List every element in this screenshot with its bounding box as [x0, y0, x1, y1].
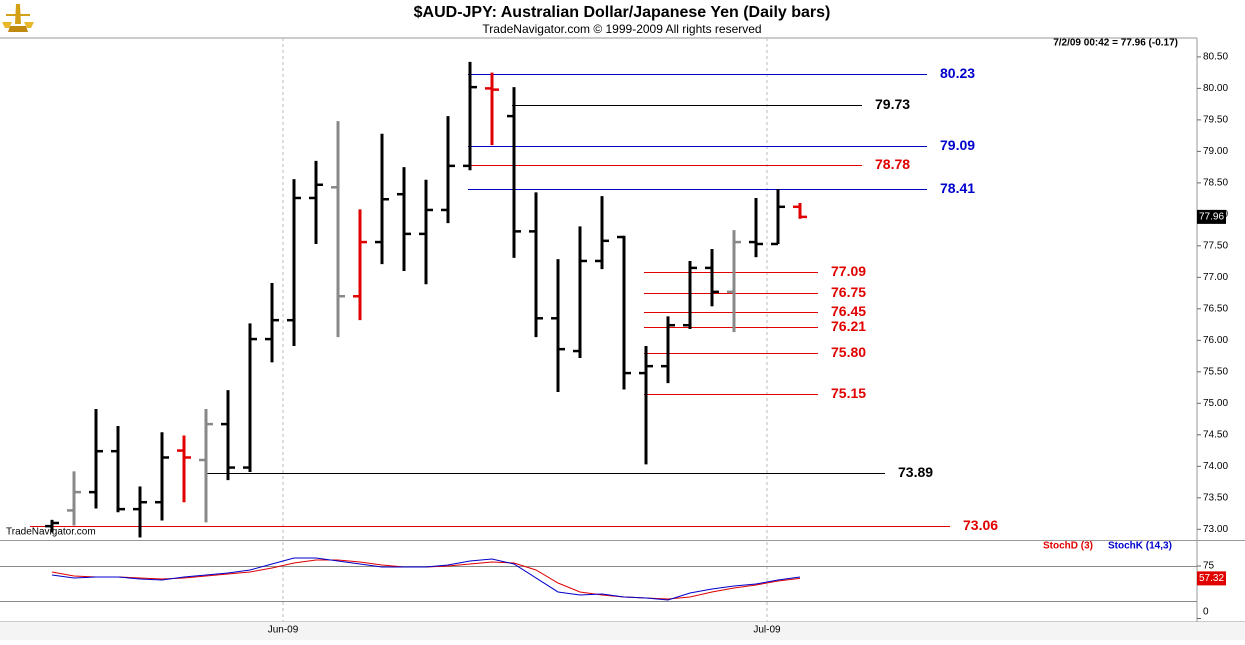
- level-label: 73.89: [898, 464, 933, 480]
- stoch-line: [51, 557, 801, 601]
- y-tick-label: 75.50: [1203, 366, 1228, 377]
- y-tick-label: 79.00: [1203, 146, 1228, 157]
- logo: [2, 4, 34, 32]
- y-tick-label: 80.50: [1203, 52, 1228, 63]
- y-tick-label: 77.50: [1203, 240, 1228, 251]
- y-tick-label: 75: [1203, 561, 1215, 572]
- level-label: 76.75: [831, 284, 866, 300]
- ohlc-bar: [463, 61, 477, 171]
- ohlc-bar: [507, 87, 521, 258]
- legend-entry: StochK (14,3): [1108, 541, 1172, 552]
- chart-subtitle: TradeNavigator.com © 1999-2009 All right…: [482, 22, 761, 36]
- y-tick-label: 73.50: [1203, 492, 1228, 503]
- ohlc-bar: [89, 408, 103, 509]
- last-price-label: 77.96: [1199, 212, 1224, 223]
- level-label: 79.09: [940, 137, 975, 153]
- y-tick-label: 76.50: [1203, 303, 1228, 314]
- x-tick-label: Jul-09: [753, 625, 781, 636]
- ohlc-bar: [749, 197, 763, 258]
- ohlc-bar: [397, 167, 411, 272]
- ohlc-bar: [573, 226, 587, 358]
- ohlc-bar: [265, 283, 279, 363]
- last-value-box: [1197, 571, 1226, 586]
- y-tick-label: 79.50: [1203, 115, 1228, 126]
- ohlc-bar: [111, 425, 125, 513]
- date-axis: [0, 622, 1245, 640]
- ohlc-bar: [485, 72, 499, 146]
- level-label: 80.23: [940, 65, 975, 81]
- level-label: 79.73: [875, 96, 910, 112]
- ohlc-bar: [661, 316, 675, 384]
- ohlc-bar: [419, 179, 433, 285]
- ohlc-bar: [353, 209, 367, 321]
- ohlc-bar: [375, 133, 389, 265]
- y-tick-label: 75.00: [1203, 398, 1228, 409]
- level-label: 78.78: [875, 156, 910, 172]
- level-label: 75.80: [831, 344, 866, 360]
- ohlc-bar: [287, 179, 301, 347]
- level-label: 73.06: [963, 517, 998, 533]
- quote-info: 7/2/09 00:42 = 77.96 (-0.17): [1053, 38, 1178, 49]
- ohlc-bar: [133, 486, 147, 538]
- ohlc-bar: [551, 259, 565, 392]
- ohlc-bar: [771, 189, 785, 246]
- y-tick-label: 74.50: [1203, 429, 1228, 440]
- y-tick-label: 78.50: [1203, 178, 1228, 189]
- y-tick-label: 76.00: [1203, 335, 1228, 346]
- ohlc-bar: [45, 519, 59, 533]
- ohlc-bar: [331, 121, 345, 338]
- ohlc-bar: [67, 471, 81, 526]
- ohlc-bar: [727, 230, 741, 333]
- level-label: 76.45: [831, 303, 866, 319]
- last-value-label: 57.32: [1199, 573, 1224, 584]
- ohlc-bar: [177, 435, 191, 503]
- y-tick-label: 74.00: [1203, 461, 1228, 472]
- ohlc-bar: [441, 116, 455, 224]
- ohlc-bar: [639, 346, 653, 465]
- ohlc-bar: [705, 249, 719, 307]
- ohlc-bar: [243, 323, 257, 472]
- level-label: 76.21: [831, 318, 866, 334]
- chart-title: $AUD-JPY: Australian Dollar/Japanese Yen…: [414, 4, 831, 21]
- ohlc-bar: [683, 260, 697, 329]
- ohlc-bar: [309, 160, 323, 244]
- y-tick-label: 77.00: [1203, 272, 1228, 283]
- last-price-box: [1197, 209, 1226, 224]
- level-label: 77.09: [831, 263, 866, 279]
- y-tick-label: 80.00: [1203, 83, 1228, 94]
- level-label: 75.15: [831, 385, 866, 401]
- x-tick-label: Jun-09: [268, 625, 299, 636]
- ohlc-bar: [617, 235, 631, 390]
- ohlc-bar: [155, 432, 169, 521]
- level-label: 78.41: [940, 180, 975, 196]
- ohlc-bar: [595, 196, 609, 270]
- ohlc-bar: [221, 390, 235, 481]
- y-tick-label: 73.00: [1203, 524, 1228, 535]
- ohlc-bar: [199, 408, 213, 523]
- ohlc-bar: [793, 203, 807, 219]
- y-tick-label: 0: [1203, 607, 1209, 618]
- ohlc-bar: [529, 192, 543, 338]
- legend-entry: StochD (3): [1043, 541, 1093, 552]
